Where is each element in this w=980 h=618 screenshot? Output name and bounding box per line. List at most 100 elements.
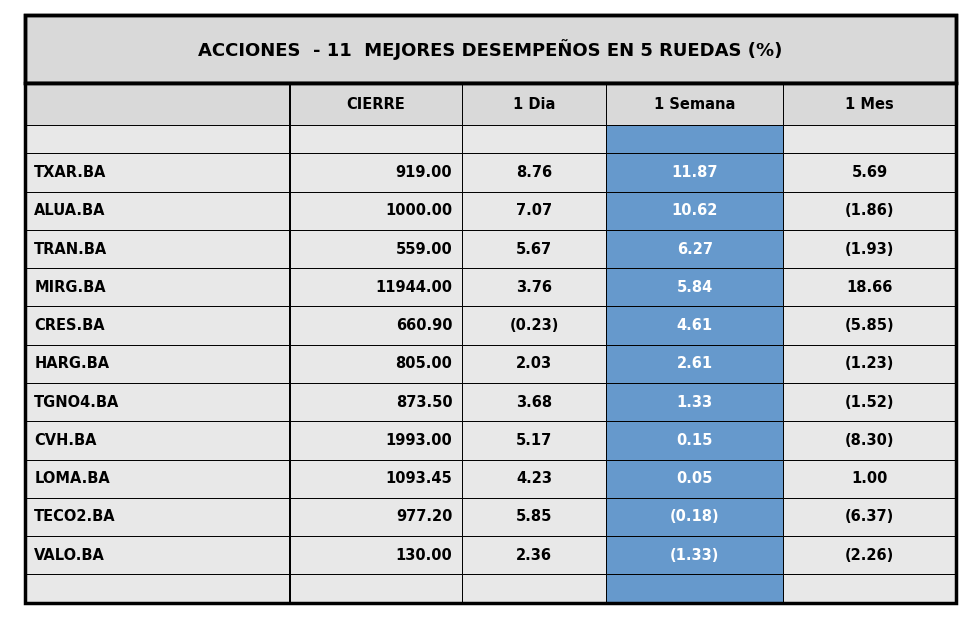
Bar: [24, 536, 290, 574]
Bar: [290, 307, 463, 345]
Text: 2.36: 2.36: [516, 548, 552, 563]
Bar: [24, 15, 956, 83]
Bar: [290, 421, 463, 460]
Text: 873.50: 873.50: [396, 395, 453, 410]
Text: 5.69: 5.69: [852, 165, 888, 180]
Bar: [607, 421, 783, 460]
Text: 2.03: 2.03: [516, 357, 553, 371]
Text: (1.93): (1.93): [845, 242, 894, 256]
Text: 0.05: 0.05: [676, 471, 713, 486]
Bar: [607, 307, 783, 345]
Bar: [463, 230, 607, 268]
Bar: [463, 125, 607, 153]
Bar: [24, 268, 290, 307]
Bar: [24, 153, 290, 192]
Bar: [463, 574, 607, 603]
Bar: [607, 574, 783, 603]
Text: 1.33: 1.33: [677, 395, 712, 410]
Text: 1000.00: 1000.00: [385, 203, 453, 218]
Bar: [24, 574, 290, 603]
Bar: [463, 536, 607, 574]
Text: (1.23): (1.23): [845, 357, 894, 371]
Text: TRAN.BA: TRAN.BA: [34, 242, 108, 256]
Bar: [290, 125, 463, 153]
Text: (2.26): (2.26): [845, 548, 894, 563]
Bar: [607, 230, 783, 268]
Text: (1.52): (1.52): [845, 395, 894, 410]
Bar: [463, 498, 607, 536]
Text: MIRG.BA: MIRG.BA: [34, 280, 106, 295]
Bar: [24, 307, 290, 345]
Bar: [463, 153, 607, 192]
Text: ACCIONES  - 11  MEJORES DESEMPEÑOS EN 5 RUEDAS (%): ACCIONES - 11 MEJORES DESEMPEÑOS EN 5 RU…: [198, 39, 782, 60]
Bar: [463, 421, 607, 460]
Text: CIERRE: CIERRE: [347, 96, 406, 112]
Bar: [463, 192, 607, 230]
Bar: [24, 230, 290, 268]
Bar: [783, 345, 956, 383]
Text: 1 Semana: 1 Semana: [654, 96, 736, 112]
Text: CVH.BA: CVH.BA: [34, 433, 97, 448]
Bar: [290, 383, 463, 421]
Text: 4.23: 4.23: [516, 471, 552, 486]
Bar: [290, 192, 463, 230]
Text: 5.67: 5.67: [516, 242, 553, 256]
Bar: [783, 192, 956, 230]
Text: ALUA.BA: ALUA.BA: [34, 203, 106, 218]
Text: 3.76: 3.76: [516, 280, 552, 295]
Bar: [290, 153, 463, 192]
Text: VALO.BA: VALO.BA: [34, 548, 105, 563]
Bar: [24, 421, 290, 460]
Text: LOMA.BA: LOMA.BA: [34, 471, 110, 486]
Text: 1093.45: 1093.45: [385, 471, 453, 486]
Text: (1.33): (1.33): [670, 548, 719, 563]
Text: 6.27: 6.27: [677, 242, 712, 256]
Bar: [290, 498, 463, 536]
Text: 10.62: 10.62: [671, 203, 718, 218]
Text: 5.85: 5.85: [516, 509, 553, 525]
Bar: [783, 574, 956, 603]
Text: 3.68: 3.68: [516, 395, 553, 410]
Text: 2.61: 2.61: [677, 357, 712, 371]
Text: 7.07: 7.07: [516, 203, 553, 218]
Text: TGNO4.BA: TGNO4.BA: [34, 395, 120, 410]
Text: 0.15: 0.15: [676, 433, 713, 448]
Text: 919.00: 919.00: [396, 165, 453, 180]
Bar: [290, 83, 463, 125]
Bar: [290, 460, 463, 498]
Text: 1 Mes: 1 Mes: [845, 96, 894, 112]
Text: 11944.00: 11944.00: [375, 280, 453, 295]
Bar: [607, 125, 783, 153]
Text: 5.84: 5.84: [677, 280, 712, 295]
Bar: [463, 460, 607, 498]
Text: (6.37): (6.37): [845, 509, 894, 525]
Text: 805.00: 805.00: [395, 357, 453, 371]
Bar: [607, 536, 783, 574]
Text: (1.86): (1.86): [845, 203, 894, 218]
Text: 1 Dia: 1 Dia: [514, 96, 556, 112]
Bar: [607, 383, 783, 421]
Text: (0.18): (0.18): [670, 509, 719, 525]
Text: 660.90: 660.90: [396, 318, 453, 333]
Bar: [24, 15, 956, 83]
Text: 130.00: 130.00: [396, 548, 453, 563]
Bar: [607, 460, 783, 498]
Bar: [290, 268, 463, 307]
Bar: [24, 383, 290, 421]
Bar: [783, 498, 956, 536]
Text: 977.20: 977.20: [396, 509, 453, 525]
Bar: [290, 230, 463, 268]
Bar: [290, 345, 463, 383]
Bar: [24, 498, 290, 536]
Bar: [463, 345, 607, 383]
Text: (8.30): (8.30): [845, 433, 894, 448]
Bar: [290, 574, 463, 603]
Bar: [24, 125, 290, 153]
Bar: [783, 83, 956, 125]
Text: 1993.00: 1993.00: [385, 433, 453, 448]
Bar: [463, 307, 607, 345]
Bar: [783, 268, 956, 307]
Text: 8.76: 8.76: [516, 165, 553, 180]
Text: HARG.BA: HARG.BA: [34, 357, 110, 371]
Bar: [607, 345, 783, 383]
